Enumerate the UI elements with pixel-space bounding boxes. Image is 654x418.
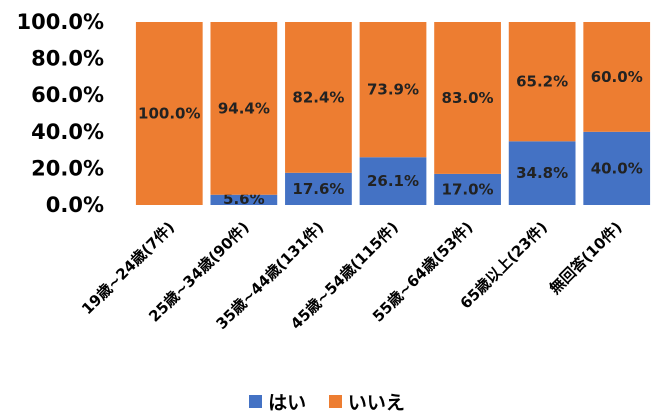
legend-swatch-yes bbox=[249, 395, 263, 408]
bar-segment-no bbox=[285, 22, 352, 173]
legend: はい いいえ bbox=[0, 388, 654, 415]
bar-segment-no bbox=[434, 22, 501, 174]
legend-swatch-no bbox=[328, 395, 342, 408]
legend-item-yes: はい bbox=[249, 388, 306, 415]
data-label-yes: 40.0% bbox=[591, 159, 643, 177]
legend-item-no: いいえ bbox=[328, 388, 405, 415]
bar-segment-no bbox=[210, 22, 278, 195]
data-label-no: 94.4% bbox=[218, 99, 270, 117]
bar-segment-yes bbox=[508, 141, 576, 205]
bar-segment-no bbox=[583, 22, 651, 132]
bar-segment-yes bbox=[434, 173, 501, 205]
y-tick-label: 20.0% bbox=[31, 156, 104, 180]
y-tick-label: 80.0% bbox=[31, 47, 104, 71]
data-label-no: 82.4% bbox=[292, 88, 344, 106]
data-label-yes: 26.1% bbox=[367, 172, 419, 190]
bar-segment-yes bbox=[210, 194, 278, 205]
bar-segment-no bbox=[135, 22, 203, 205]
bar-segment-yes bbox=[359, 157, 427, 205]
bar-segment-yes bbox=[285, 172, 352, 205]
stacked-bar-chart: 0.0%20.0%40.0%60.0%80.0%100.0%100.0%19歳~… bbox=[17, 10, 651, 333]
data-label-no: 100.0% bbox=[138, 105, 200, 123]
data-label-yes: 34.8% bbox=[516, 164, 568, 182]
y-tick-label: 100.0% bbox=[17, 10, 104, 34]
data-label-yes: 17.0% bbox=[442, 180, 494, 198]
data-label-yes: 17.6% bbox=[292, 180, 344, 198]
y-tick-label: 0.0% bbox=[46, 193, 104, 217]
y-tick-label: 60.0% bbox=[31, 83, 104, 107]
category-label: 無回答(10件) bbox=[546, 218, 626, 298]
bar-segment-no bbox=[359, 22, 427, 158]
y-tick-label: 40.0% bbox=[31, 120, 104, 144]
data-label-no: 60.0% bbox=[591, 68, 643, 86]
bar-segment-yes bbox=[583, 131, 651, 205]
legend-label-no: いいえ bbox=[347, 392, 405, 414]
data-label-no: 83.0% bbox=[442, 89, 494, 107]
data-label-no: 73.9% bbox=[367, 81, 419, 99]
bar-segment-no bbox=[508, 22, 576, 142]
legend-label-yes: はい bbox=[268, 392, 307, 414]
data-label-no: 65.2% bbox=[516, 73, 568, 91]
